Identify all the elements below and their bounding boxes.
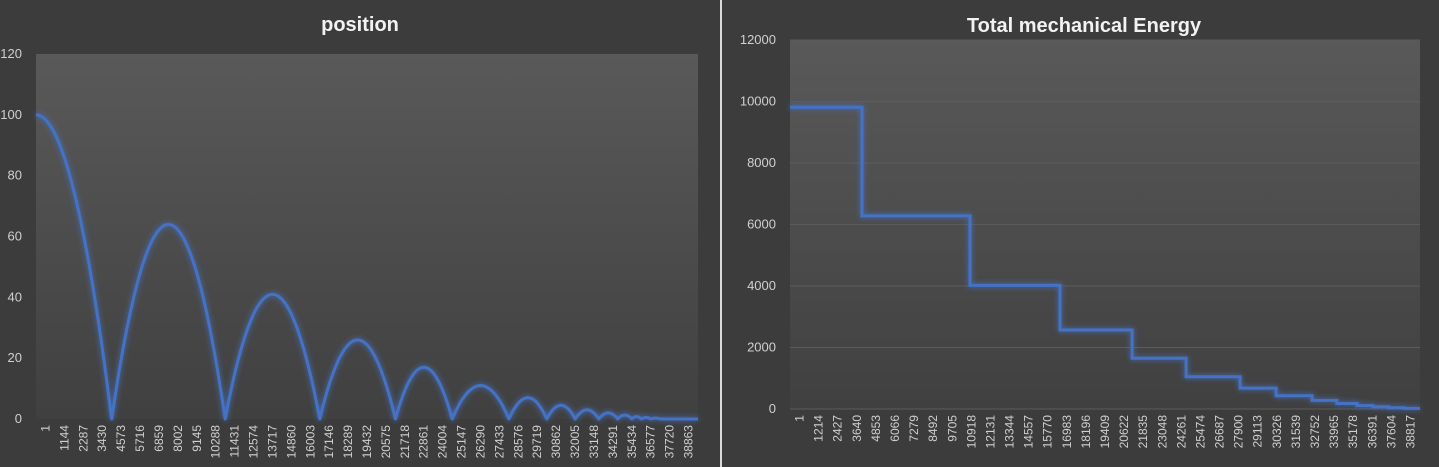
chart-title: position [321, 14, 399, 36]
x-tick-label: 17146 [322, 425, 336, 459]
y-tick-label: 0 [769, 401, 776, 416]
x-tick-label: 37604 [1384, 415, 1398, 449]
plot-area [36, 54, 698, 419]
x-tick-label: 33148 [587, 425, 601, 459]
x-tick-label: 9145 [190, 425, 204, 452]
x-tick-label: 15770 [1041, 415, 1055, 449]
x-tick-label: 10918 [964, 415, 978, 449]
x-tick-label: 21718 [398, 425, 412, 459]
x-tick-label: 4573 [114, 425, 128, 452]
x-tick-label: 14860 [284, 425, 298, 459]
x-tick-label: 31539 [1289, 415, 1303, 449]
energy-series-line [790, 105, 1420, 410]
x-tick-label: 1144 [57, 425, 71, 451]
x-tick-label: 21835 [1136, 415, 1150, 449]
energy-chart-panel: Total mechanical Energy 0 2000 4000 6000 800… [722, 0, 1439, 467]
x-tick-label: 14557 [1022, 415, 1036, 449]
x-tick-label: 33965 [1327, 415, 1341, 449]
x-tick-label: 28576 [511, 425, 525, 459]
x-tick-label: 36391 [1365, 415, 1379, 449]
x-tick-label: 8492 [926, 415, 940, 442]
energy-chart: Total mechanical Energy 0 2000 4000 6000 800… [740, 15, 1420, 449]
position-chart-panel: position 0 20 40 60 80 100 120 1 1144 2287 3430 45… [0, 14, 698, 459]
x-tick-label: 29113 [1251, 415, 1265, 448]
x-tick-label: 30862 [549, 425, 563, 459]
panel-divider [720, 0, 722, 467]
x-tick-label: 2287 [76, 425, 90, 452]
x-tick-label: 5716 [133, 425, 147, 452]
x-tick-label: 7279 [907, 415, 921, 442]
y-tick-label: 4000 [747, 278, 776, 293]
x-tick-label: 30326 [1270, 415, 1284, 449]
y-tick-label: 100 [0, 107, 22, 122]
x-tick-label: 16003 [303, 425, 317, 459]
x-tick-label: 12574 [247, 425, 261, 459]
x-tick-label: 25147 [455, 425, 469, 459]
x-tick-label: 3430 [95, 425, 109, 452]
x-tick-label: 26687 [1213, 415, 1227, 449]
x-tick-label: 12131 [983, 415, 997, 449]
y-tick-label: 0 [15, 411, 22, 426]
x-tick-label: 3640 [850, 415, 864, 442]
position-chart: position 0 20 40 60 80 100 120 1 1144 2287 3430 45… [0, 14, 698, 459]
x-tick-label: 22861 [417, 425, 431, 459]
x-tick-label: 19409 [1098, 415, 1112, 449]
y-tick-label: 8000 [747, 155, 776, 170]
x-tick-label: 37720 [663, 425, 677, 459]
x-tick-label: 38817 [1403, 415, 1417, 449]
x-tick-label: 10288 [209, 425, 223, 459]
x-tick-label: 23048 [1155, 415, 1169, 449]
x-tick-label: 35434 [625, 425, 639, 459]
x-tick-label: 18289 [341, 425, 355, 459]
y-tick-label: 10000 [740, 94, 776, 109]
x-tick-label: 1 [38, 425, 52, 432]
y-tick-label: 6000 [747, 217, 776, 232]
y-tick-label: 80 [8, 168, 22, 183]
y-tick-label: 60 [8, 229, 22, 244]
chart-title: Total mechanical Energy [967, 15, 1202, 37]
x-tick-label: 8002 [171, 425, 185, 452]
x-tick-label: 26290 [473, 425, 487, 459]
x-tick-label: 1 [793, 415, 807, 422]
x-tick-label: 2427 [831, 415, 845, 442]
x-tick-label: 16983 [1060, 415, 1074, 449]
x-tick-label: 20575 [379, 425, 393, 459]
y-tick-label: 2000 [747, 340, 776, 355]
x-tick-label: 11431 [228, 425, 242, 458]
position-series-line [35, 113, 698, 421]
x-tick-label: 1214 [812, 415, 826, 442]
y-tick-label: 40 [8, 289, 22, 304]
x-tick-label: 27900 [1232, 415, 1246, 449]
x-tick-label: 4853 [869, 415, 883, 442]
x-tick-label: 32005 [568, 425, 582, 459]
x-tick-label: 38863 [682, 425, 696, 459]
x-tick-label: 20622 [1117, 415, 1131, 449]
x-tick-label: 13344 [1003, 415, 1017, 449]
y-tick-label: 12000 [740, 32, 776, 47]
x-tick-label: 29719 [530, 425, 544, 459]
x-tick-label: 32752 [1308, 415, 1322, 449]
x-tick-label: 24261 [1174, 415, 1188, 449]
x-tick-label: 6859 [152, 425, 166, 452]
x-tick-label: 13717 [265, 425, 279, 459]
y-tick-label: 120 [0, 46, 22, 61]
x-tick-label: 27433 [492, 425, 506, 459]
x-tick-label: 9705 [945, 415, 959, 442]
x-tick-label: 34291 [606, 425, 620, 459]
x-tick-label: 6066 [888, 415, 902, 442]
y-tick-label: 20 [8, 350, 22, 365]
x-tick-label: 24004 [436, 425, 450, 459]
x-tick-label: 19432 [360, 425, 374, 459]
x-tick-label: 36577 [644, 425, 658, 459]
x-tick-label: 35178 [1346, 415, 1360, 449]
x-tick-label: 25474 [1193, 415, 1207, 449]
x-tick-label: 18196 [1079, 415, 1093, 449]
